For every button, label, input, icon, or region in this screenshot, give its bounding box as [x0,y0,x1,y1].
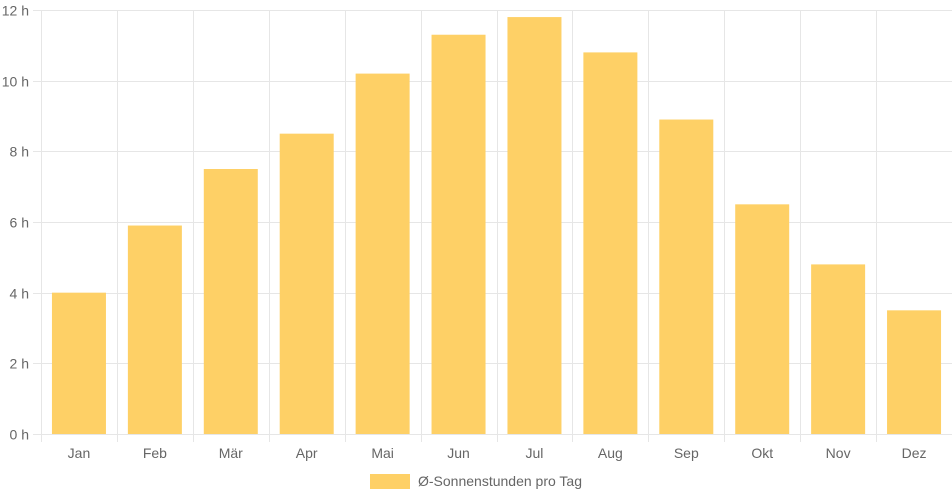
bar-jan[interactable] [51,292,106,434]
legend[interactable]: Ø-Sonnenstunden pro Tag [370,473,582,489]
bar-okt[interactable] [735,204,790,434]
x-tick-label: Mai [371,445,394,461]
y-tick-label: 12 h [2,3,29,19]
y-tick-label: 10 h [2,74,29,90]
x-tick-label: Jan [68,445,91,461]
x-axis-ticks: Jan Feb Mär Apr Mai Jun Jul Aug Sep Okt Nov Dez [68,445,927,461]
legend-swatch[interactable] [370,474,410,489]
x-tick-label: Apr [296,445,318,461]
bar-jun[interactable] [431,34,486,434]
y-tick-label: 6 h [10,215,29,231]
y-tick-label: 2 h [10,356,29,372]
x-tick-label: Sep [674,445,699,461]
legend-label[interactable]: Ø-Sonnenstunden pro Tag [418,473,582,489]
x-tick-label: Jul [526,445,544,461]
x-tick-label: Aug [598,445,623,461]
x-tick-label: Nov [826,445,851,461]
bar-mai[interactable] [355,73,410,434]
bar-aug[interactable] [583,52,638,435]
bar-nov[interactable] [811,264,866,434]
y-tick-label: 0 h [10,427,29,443]
bar-jul[interactable] [507,17,562,435]
x-tick-label: Okt [751,445,773,461]
y-tick-label: 4 h [10,286,29,302]
y-axis-ticks: 0 h 2 h 4 h 6 h 8 h 10 h 12 h [2,3,29,443]
x-tick-label: Mär [219,445,243,461]
bar-feb[interactable] [127,225,182,434]
y-tick-label: 8 h [10,144,29,160]
x-tick-label: Jun [447,445,470,461]
bar-apr[interactable] [279,133,334,434]
x-tick-label: Feb [143,445,167,461]
bar-sep[interactable] [659,119,714,435]
bar-mär[interactable] [203,169,258,434]
x-tick-label: Dez [902,445,927,461]
bars [51,17,942,435]
grid [33,10,952,442]
bar-dez[interactable] [887,310,942,434]
